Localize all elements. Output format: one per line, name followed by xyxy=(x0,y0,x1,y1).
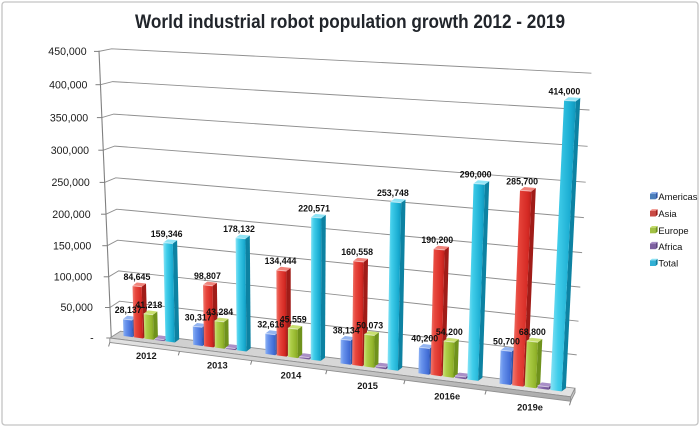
svg-text:2016e: 2016e xyxy=(434,392,460,402)
svg-text:Americas: Americas xyxy=(658,191,697,202)
svg-text:250,000: 250,000 xyxy=(52,177,90,189)
svg-text:300,000: 300,000 xyxy=(51,145,89,157)
svg-text:Europe: Europe xyxy=(658,225,688,236)
svg-text:220,571: 220,571 xyxy=(298,203,330,213)
svg-text:40,200: 40,200 xyxy=(411,333,438,343)
svg-text:Asia: Asia xyxy=(658,208,677,219)
svg-text:45,559: 45,559 xyxy=(280,314,307,324)
svg-text:2012: 2012 xyxy=(136,351,157,361)
svg-text:2013: 2013 xyxy=(207,361,228,371)
svg-text:98,807: 98,807 xyxy=(194,271,221,281)
svg-text:68,800: 68,800 xyxy=(519,327,546,337)
svg-text:32,616: 32,616 xyxy=(257,320,284,330)
svg-text:2019e: 2019e xyxy=(517,403,543,413)
svg-text:100,000: 100,000 xyxy=(54,272,92,284)
svg-text:43,284: 43,284 xyxy=(206,307,233,317)
svg-text:50,073: 50,073 xyxy=(356,321,383,331)
svg-text:Africa: Africa xyxy=(658,241,683,252)
svg-text:285,700: 285,700 xyxy=(506,176,538,186)
svg-text:41,218: 41,218 xyxy=(135,300,162,310)
svg-text:-: - xyxy=(90,333,94,345)
svg-text:50,000: 50,000 xyxy=(60,302,93,314)
svg-text:450,000: 450,000 xyxy=(48,46,86,58)
svg-text:414,000: 414,000 xyxy=(548,87,580,97)
svg-text:178,132: 178,132 xyxy=(223,224,255,234)
svg-text:200,000: 200,000 xyxy=(52,209,90,221)
svg-text:290,000: 290,000 xyxy=(460,170,492,180)
svg-text:400,000: 400,000 xyxy=(49,79,87,91)
svg-text:30,317: 30,317 xyxy=(185,312,212,322)
svg-text:160,558: 160,558 xyxy=(341,247,373,257)
svg-text:134,444: 134,444 xyxy=(265,256,297,266)
svg-text:159,346: 159,346 xyxy=(151,229,183,239)
svg-text:253,748: 253,748 xyxy=(377,188,409,198)
svg-text:World industrial robot populat: World industrial robot population growth… xyxy=(135,11,565,33)
svg-text:190,200: 190,200 xyxy=(421,235,453,245)
svg-text:38,134: 38,134 xyxy=(333,325,360,335)
svg-text:150,000: 150,000 xyxy=(53,240,91,252)
svg-text:2015: 2015 xyxy=(357,381,378,391)
svg-text:54,200: 54,200 xyxy=(436,327,463,337)
svg-text:28,137: 28,137 xyxy=(115,305,142,315)
svg-text:84,645: 84,645 xyxy=(123,272,150,282)
svg-text:Total: Total xyxy=(658,258,678,269)
svg-text:350,000: 350,000 xyxy=(50,112,88,124)
svg-text:2014: 2014 xyxy=(281,371,303,381)
svg-text:50,700: 50,700 xyxy=(493,336,520,346)
